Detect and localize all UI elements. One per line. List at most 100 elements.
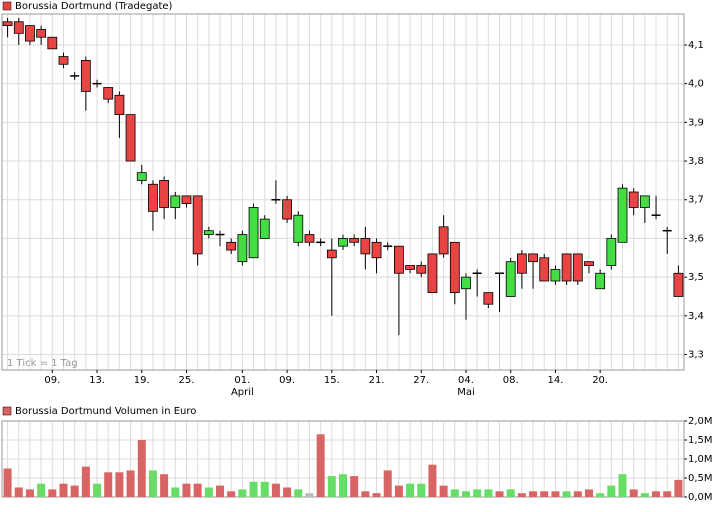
y-tick-label: 3,8	[688, 156, 704, 167]
candle-body	[550, 268, 561, 282]
candle-body	[203, 230, 214, 235]
candle-body	[628, 191, 639, 208]
candle-body	[639, 195, 650, 208]
y-tick-label: 0,0M	[688, 492, 713, 503]
y-tick-label: 3,3	[688, 350, 704, 361]
volume-bar	[640, 493, 649, 497]
candle-body	[427, 253, 438, 294]
volume-bar	[506, 489, 515, 497]
volume-bar	[596, 493, 605, 497]
volume-bar	[104, 472, 113, 497]
candle-body	[237, 234, 248, 263]
candle-body	[416, 265, 427, 274]
candle-body	[505, 261, 516, 297]
volume-bar	[37, 483, 46, 497]
candle-body	[606, 238, 617, 266]
volume-bar	[629, 489, 638, 497]
volume-bar	[674, 479, 683, 497]
plot-frame	[1, 13, 685, 371]
volume-bar	[450, 489, 459, 497]
x-tick-label: 21.	[369, 375, 385, 386]
candle-body	[461, 276, 471, 290]
candle-body	[371, 241, 382, 259]
volume-bar	[93, 483, 102, 497]
candle-body	[595, 272, 606, 290]
volume-bar	[216, 485, 225, 497]
candle-body	[80, 60, 91, 92]
candle-body	[47, 36, 58, 50]
volume-bar	[160, 474, 169, 497]
candle-body	[338, 238, 348, 247]
candle-body	[304, 234, 315, 243]
volume-bar	[227, 491, 236, 497]
y-tick-label: 3,9	[688, 117, 704, 128]
candle-body	[192, 195, 203, 255]
volume-bar	[495, 491, 504, 497]
x-month-label: Mai	[457, 387, 475, 398]
volume-bar	[484, 489, 493, 497]
volume-bar	[473, 489, 482, 497]
volume-bar	[339, 474, 347, 497]
volume-bar	[283, 487, 292, 497]
volume-bar	[171, 487, 180, 497]
y-tick-label: 1,5M	[688, 435, 713, 446]
x-tick-label: 01.	[234, 375, 250, 386]
candle-body	[36, 29, 47, 38]
candle-body	[539, 257, 550, 282]
candle-body	[349, 238, 360, 243]
candle-body	[282, 199, 292, 220]
candle-body	[13, 21, 24, 34]
volume-bar	[260, 481, 269, 497]
volume-bar	[238, 489, 247, 497]
volume-bar	[3, 468, 12, 497]
volume-bar	[249, 481, 258, 497]
candle-body	[483, 292, 494, 305]
y-tick-label: 2,0M	[688, 416, 713, 427]
x-tick-label: 09.	[279, 375, 295, 386]
y-tick-label: 3,6	[688, 233, 704, 244]
candle-body	[394, 245, 404, 274]
volume-bar	[439, 485, 448, 497]
candle-body	[617, 187, 628, 243]
volume-bar	[81, 466, 90, 497]
candle-body	[114, 94, 125, 116]
y-tick-label: 4,0	[688, 79, 704, 90]
volume-bar	[663, 491, 672, 497]
x-tick-label: 13.	[89, 375, 105, 386]
candle-body	[405, 265, 415, 270]
volume-bar	[126, 470, 135, 497]
legend-label: Borussia Dortmund (Tradegate)	[15, 1, 173, 12]
volume-bar	[115, 472, 124, 497]
candle-body	[326, 249, 337, 259]
candle-body	[125, 114, 136, 162]
candle-body	[2, 21, 13, 27]
candle-body	[25, 25, 35, 42]
volume-bar	[461, 491, 470, 497]
x-tick-label: 14.	[547, 375, 563, 386]
volume-bar	[316, 434, 325, 497]
volume-bar	[551, 491, 560, 497]
volume-bar	[372, 493, 381, 497]
volume-bar	[417, 483, 426, 497]
volume-bar	[394, 485, 403, 497]
candle-body	[438, 226, 449, 255]
candle-body	[293, 214, 304, 243]
volume-bar	[652, 491, 661, 497]
volume-bar	[361, 491, 370, 497]
y-tick-label: 3,7	[688, 195, 704, 206]
candle-body	[516, 253, 527, 274]
volume-bar	[517, 493, 526, 497]
volume-bar	[148, 470, 157, 497]
volume-bar	[294, 489, 303, 497]
volume-bar	[70, 485, 79, 497]
candle-body	[673, 272, 684, 297]
x-tick-label: 15.	[324, 375, 340, 386]
x-tick-label: 25.	[179, 375, 195, 386]
candle-body	[259, 218, 270, 239]
candle-body	[528, 253, 538, 263]
volume-bar	[137, 440, 146, 497]
x-tick-label: 27.	[413, 375, 429, 386]
x-tick-label: 09.	[44, 375, 60, 386]
x-tick-label: 08.	[503, 375, 519, 386]
